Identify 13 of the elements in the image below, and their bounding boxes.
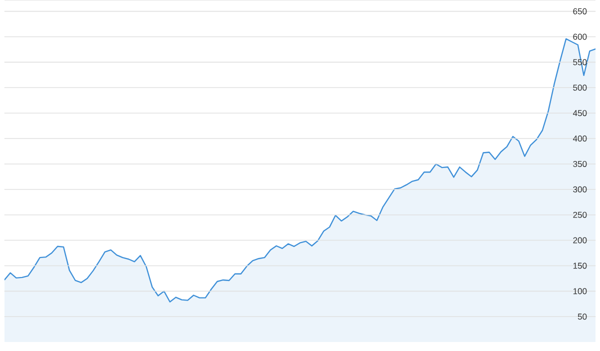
y-tick-label: 100 [573, 288, 587, 294]
y-tick-label: 250 [573, 212, 587, 218]
y-tick-label: 200 [573, 237, 587, 244]
y-tick-label: 400 [572, 135, 587, 142]
y-tick-label: 600 [573, 34, 587, 40]
y-tick-label: 550 [573, 59, 587, 66]
y-tick-label: 300 [573, 186, 587, 192]
y-tick-label: 50 [578, 314, 587, 320]
y-tick-label: 500 [573, 84, 587, 91]
y-tick-label: 450 [572, 110, 587, 116]
y-tick-label: 650 [573, 8, 587, 14]
y-tick-label: 350 [573, 160, 587, 167]
y-tick-label: 150 [573, 262, 587, 269]
